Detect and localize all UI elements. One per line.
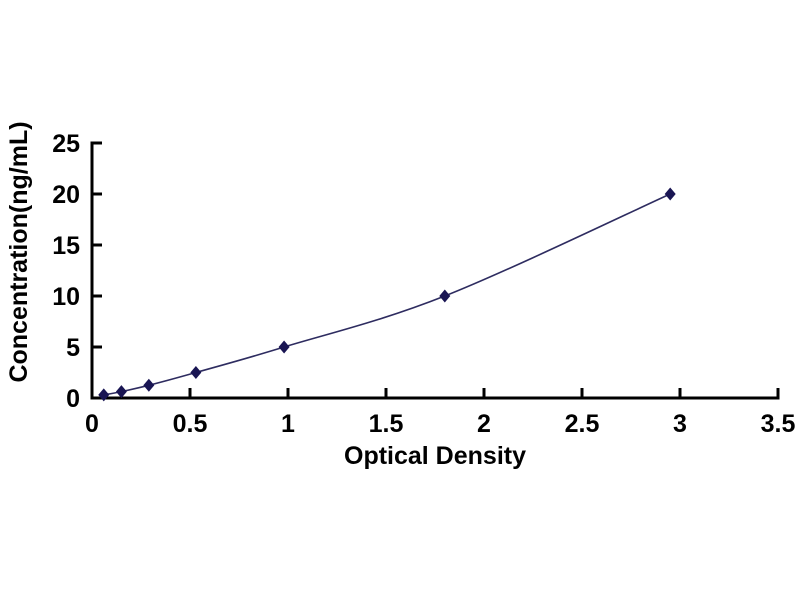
x-tick-label: 0 xyxy=(85,410,99,438)
y-tick-label: 0 xyxy=(66,385,80,413)
data-point-marker xyxy=(143,378,155,392)
x-tick-label: 3 xyxy=(673,410,687,438)
y-axis-title: Concentration(ng/mL) xyxy=(5,121,33,382)
x-tick-label: 1.5 xyxy=(369,410,404,438)
data-point-marker xyxy=(439,289,451,303)
x-tick-label: 0.5 xyxy=(173,410,208,438)
data-point-marker xyxy=(278,340,290,354)
data-point-marker xyxy=(98,388,110,402)
x-axis-title: Optical Density xyxy=(344,442,526,470)
data-point-marker xyxy=(190,366,202,379)
x-tick-label: 1 xyxy=(281,410,295,438)
x-tick-label: 2.5 xyxy=(565,410,600,438)
x-tick-label: 3.5 xyxy=(761,410,796,438)
data-point-marker xyxy=(115,385,127,399)
y-tick-label: 10 xyxy=(52,283,80,311)
y-tick-label: 15 xyxy=(52,232,80,260)
data-point-marker xyxy=(664,187,676,201)
y-tick-label: 20 xyxy=(52,181,80,209)
y-tick-label: 5 xyxy=(66,334,80,362)
y-tick-label: 25 xyxy=(52,130,80,158)
x-tick-label: 2 xyxy=(477,410,491,438)
